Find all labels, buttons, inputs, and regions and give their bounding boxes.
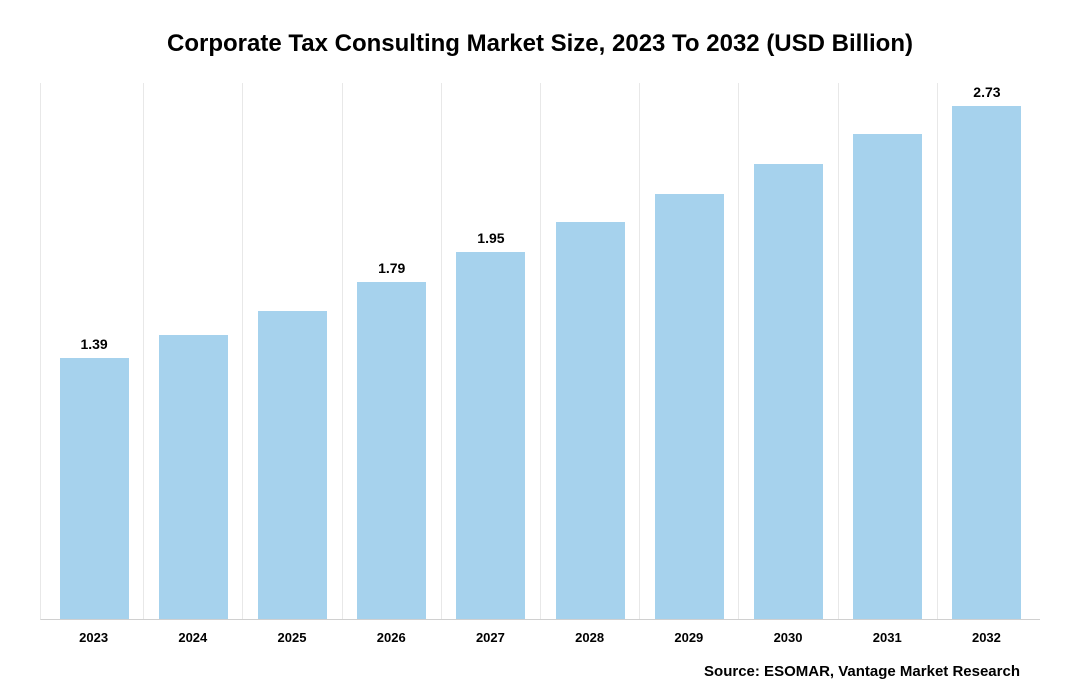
- bar: [556, 222, 625, 619]
- bar: [853, 134, 922, 619]
- bar-value-label: 2.73: [973, 84, 1000, 100]
- x-tick-label: 2027: [441, 630, 540, 645]
- bar-slot: [739, 83, 838, 619]
- bar: [258, 311, 327, 619]
- chart-title: Corporate Tax Consulting Market Size, 20…: [40, 30, 1040, 58]
- x-tick-label: 2031: [838, 630, 937, 645]
- x-tick-label: 2024: [143, 630, 242, 645]
- bar-slot: 1.79: [343, 83, 442, 619]
- x-tick-label: 2026: [342, 630, 441, 645]
- bar: [456, 252, 525, 619]
- bar: [754, 164, 823, 619]
- bar: [952, 106, 1021, 619]
- bar-value-label: 1.95: [477, 230, 504, 246]
- bar-slot: [640, 83, 739, 619]
- bar-slot: [541, 83, 640, 619]
- bar: [60, 358, 129, 619]
- x-tick-label: 2023: [44, 630, 143, 645]
- bar-slot: [243, 83, 342, 619]
- bar: [159, 335, 228, 619]
- x-tick-label: 2030: [738, 630, 837, 645]
- bar-slot: [144, 83, 243, 619]
- x-tick-label: 2028: [540, 630, 639, 645]
- bar: [655, 194, 724, 619]
- source-attribution: Source: ESOMAR, Vantage Market Research: [40, 663, 1040, 680]
- bar-value-label: 1.79: [378, 260, 405, 276]
- bar-slot: 1.39: [45, 83, 144, 619]
- bar-slot: [839, 83, 938, 619]
- bar-slot: 1.95: [442, 83, 541, 619]
- chart-area: 1.391.791.952.73 20232024202520262027202…: [40, 83, 1040, 645]
- bar-value-label: 1.39: [80, 336, 107, 352]
- bar-slot: 2.73: [938, 83, 1036, 619]
- x-tick-label: 2025: [242, 630, 341, 645]
- x-axis: 2023202420252026202720282029203020312032: [40, 620, 1040, 645]
- bar: [357, 282, 426, 619]
- x-tick-label: 2029: [639, 630, 738, 645]
- x-tick-label: 2032: [937, 630, 1036, 645]
- chart-plot: 1.39 1.79 1.95 2.73: [40, 83, 1040, 620]
